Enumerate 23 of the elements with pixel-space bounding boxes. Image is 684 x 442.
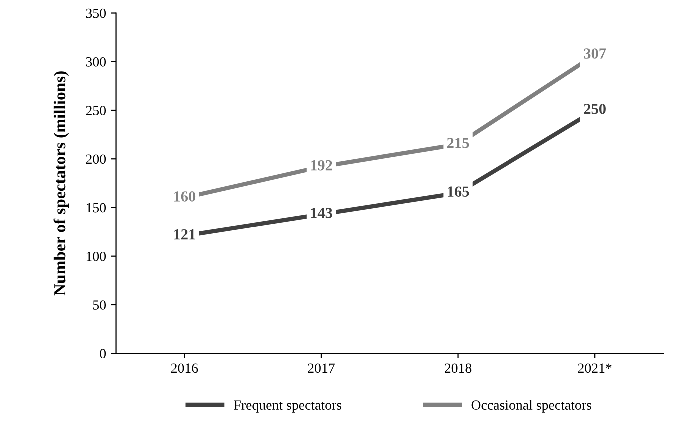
data-label: 143: [311, 208, 332, 218]
x-tick-label: 2018: [445, 364, 472, 374]
y-tick-label: 50: [93, 300, 106, 310]
data-label: 121: [174, 229, 196, 240]
legend-label: Occasional spectators: [472, 400, 592, 413]
y-axis-title: Number of spectators (millions): [54, 72, 70, 296]
y-tick-label: 250: [86, 106, 106, 116]
data-label: 250: [584, 104, 606, 114]
y-tick-label: 150: [86, 203, 106, 213]
x-tick-label: 2017: [308, 364, 335, 374]
x-tick-label: 2021*: [578, 364, 612, 374]
y-tick-label: 100: [86, 252, 106, 262]
data-label: 165: [448, 186, 470, 197]
y-tick-label: 0: [100, 349, 106, 359]
y-tick-label: 200: [86, 154, 106, 164]
data-label: 215: [447, 138, 470, 148]
x-tick-label: 2016: [171, 364, 198, 374]
data-label: 307: [584, 48, 606, 59]
y-tick-label: 300: [86, 57, 106, 67]
legend-label: Frequent spectators: [234, 400, 342, 413]
data-label: 192: [311, 160, 332, 171]
data-label: 160: [174, 192, 196, 202]
y-tick-label: 350: [86, 8, 106, 18]
